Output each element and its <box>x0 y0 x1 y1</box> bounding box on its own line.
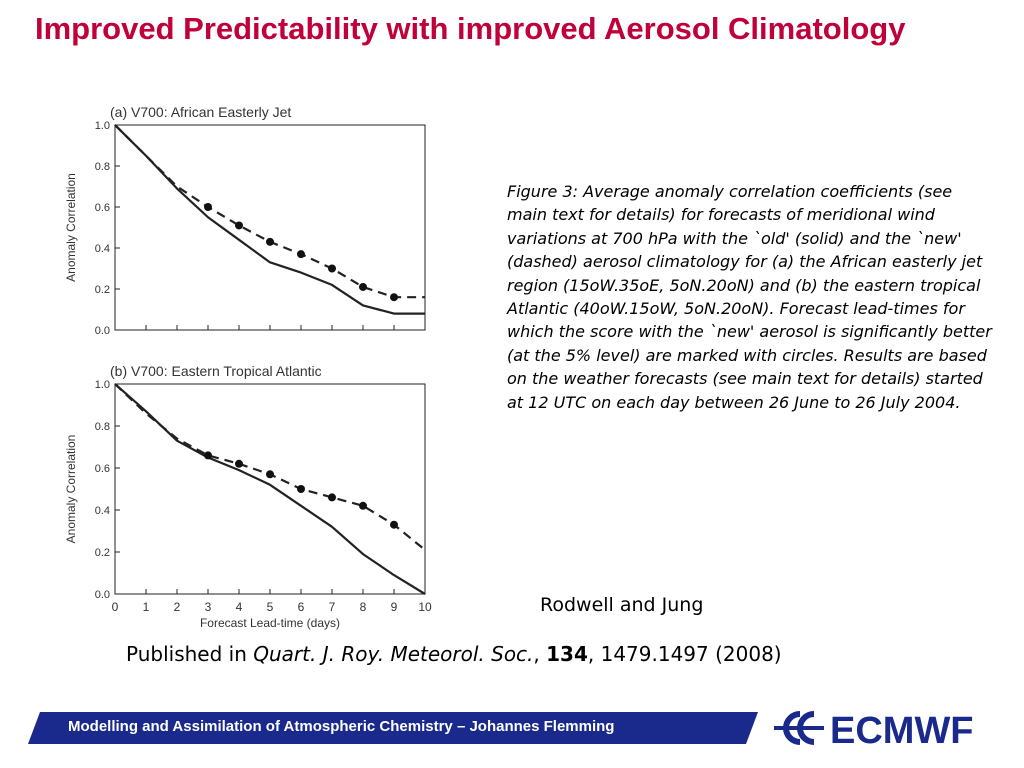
figure-caption: Figure 3: Average anomaly correlation co… <box>507 182 992 412</box>
chart-title-b: (b) V700: Eastern Tropical Atlantic <box>110 363 322 379</box>
y-tick-label-b: 0.4 <box>95 505 110 517</box>
y-axis-label-a: Anomaly Correlation <box>64 173 78 282</box>
y-tick-label-a: 0.2 <box>95 284 110 296</box>
series-dashed-line-b <box>114 383 426 551</box>
plot-frame-b <box>114 383 426 595</box>
significance-marker-b <box>328 493 336 502</box>
x-tick-label-b: 4 <box>236 600 243 614</box>
anomaly-correlation-charts: (a) V700: African Easterly Jet 0.0 0.2 0.4 0… <box>64 104 432 630</box>
significance-marker-a <box>235 221 243 230</box>
slide-title: Improved Predictability with improved Ae… <box>35 11 906 46</box>
y-tick-label-b: 0.6 <box>95 463 110 475</box>
significance-marker-a <box>390 293 398 302</box>
significance-marker-b <box>359 501 367 510</box>
x-tick-label-b: 10 <box>418 600 432 614</box>
y-tick-label-b: 0.2 <box>95 547 110 559</box>
x-tick-label-b: 6 <box>298 600 305 614</box>
pub-journal: Quart. J. Roy. Meteorol. Soc. <box>253 642 534 666</box>
significance-marker-b <box>297 485 305 493</box>
y-tick-label-a: 0.6 <box>95 202 110 214</box>
ecmwf-logo-text: ECMWF <box>830 710 974 750</box>
y-tick-label-a: 0.4 <box>95 243 110 255</box>
plot-frame-a <box>114 124 426 331</box>
footer-text: Modelling and Assimilation of Atmospheri… <box>68 718 615 735</box>
x-tick-label-b: 7 <box>329 600 336 614</box>
y-tick-label-a: 1.0 <box>95 120 110 132</box>
ecmwf-wave-icon <box>774 711 824 745</box>
author-credit: Rodwell and Jung <box>540 594 704 616</box>
significance-marker-b <box>390 520 398 529</box>
significance-marker-a <box>328 264 336 273</box>
series-solid-line-b <box>114 383 426 595</box>
significance-marker-a <box>359 282 367 291</box>
series-dashed-line-a <box>114 124 425 299</box>
y-axis-label-b: Anomaly Correlation <box>64 435 78 544</box>
x-tick-label-b: 9 <box>391 600 398 614</box>
pub-sep: , <box>533 642 547 666</box>
y-tick-label-b: 0.8 <box>95 421 110 433</box>
x-tick-label-b: 3 <box>205 600 212 614</box>
chart-title-a: (a) V700: African Easterly Jet <box>110 104 291 120</box>
x-tick-label-b: 8 <box>360 600 367 614</box>
y-tick-label-b: 1.0 <box>95 379 110 391</box>
significance-marker-b <box>204 451 212 460</box>
charts-panel: (a) V700: African Easterly Jet 0.0 0.2 0.4 0… <box>60 92 450 652</box>
y-tick-label-b: 0.0 <box>95 589 110 601</box>
publication-reference: Published in Quart. J. Roy. Meteorol. So… <box>126 642 782 666</box>
significance-marker-a <box>297 250 305 259</box>
significance-marker-b <box>266 470 274 479</box>
x-tick-label-b: 5 <box>267 600 274 614</box>
ecmwf-logo: ECMWF <box>774 710 974 750</box>
x-axis-label-b: Forecast Lead-time (days) <box>200 616 340 630</box>
y-tick-label-a: 0.8 <box>95 161 110 173</box>
x-tick-label-b: 0 <box>112 600 119 614</box>
series-solid-line-a <box>114 124 425 315</box>
pub-prefix: Published in <box>126 642 254 666</box>
significance-marker-b <box>235 459 243 468</box>
footer-banner: Modelling and Assimilation of Atmospheri… <box>28 712 758 744</box>
pub-pages: , 1479.1497 (2008) <box>587 642 782 666</box>
pub-volume: 134 <box>546 642 588 666</box>
significance-marker-a <box>266 237 274 246</box>
x-tick-label-b: 2 <box>174 600 181 614</box>
y-tick-label-a: 0.0 <box>95 325 110 337</box>
significance-marker-a <box>204 203 212 211</box>
x-tick-label-b: 1 <box>143 600 150 614</box>
